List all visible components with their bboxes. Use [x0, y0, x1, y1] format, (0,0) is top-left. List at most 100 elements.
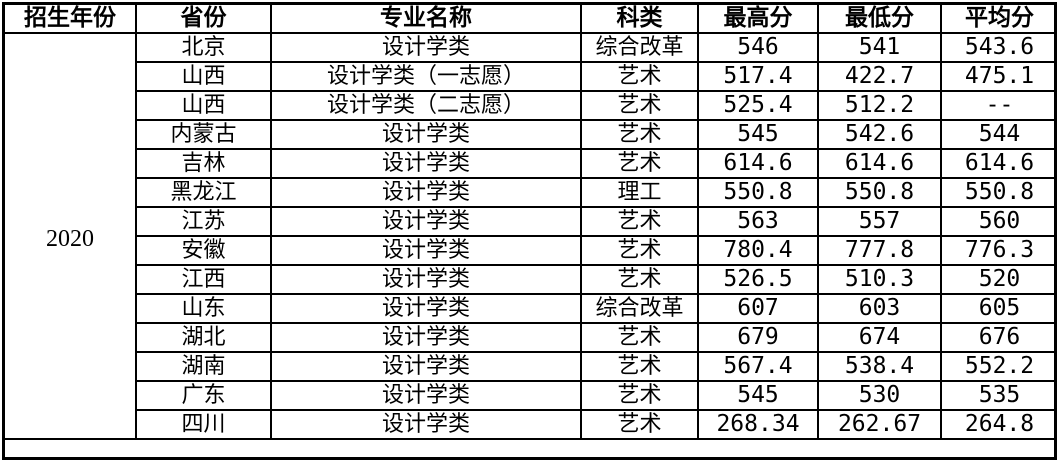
major-cell: 设计学类（二志愿） [270, 90, 582, 121]
max-score-cell: 550.8 [697, 177, 819, 208]
min-score-cell: 674 [817, 322, 942, 353]
avg-score-cell: 264.8 [940, 409, 1054, 440]
province-cell: 安徽 [135, 235, 272, 266]
max-score-cell: 517.4 [697, 61, 819, 92]
max-score-cell: 525.4 [697, 90, 819, 121]
max-score-cell: 567.4 [697, 351, 819, 382]
avg-score-cell: 676 [940, 322, 1054, 353]
table-row: 江西 设计学类 艺术 526.5 510.3 520 [5, 264, 1054, 295]
major-cell: 设计学类 [270, 351, 582, 382]
avg-score-cell: 544 [940, 119, 1054, 150]
table-row: 山西 设计学类（一志愿） 艺术 517.4 422.7 475.1 [5, 61, 1054, 92]
max-score-cell: 614.6 [697, 148, 819, 179]
category-cell: 艺术 [580, 351, 699, 382]
category-cell: 艺术 [580, 90, 699, 121]
major-cell: 设计学类 [270, 32, 582, 63]
max-score-cell: 563 [697, 206, 819, 237]
table-row: 山西 设计学类（二志愿） 艺术 525.4 512.2 -- [5, 90, 1054, 121]
province-cell: 江西 [135, 264, 272, 295]
province-cell: 山西 [135, 61, 272, 92]
header-max: 最高分 [697, 5, 819, 34]
header-major: 专业名称 [270, 5, 582, 34]
table-row: 湖北 设计学类 艺术 679 674 676 [5, 322, 1054, 353]
province-cell: 山东 [135, 293, 272, 324]
major-cell: 设计学类 [270, 148, 582, 179]
avg-score-cell: 550.8 [940, 177, 1054, 208]
province-cell: 广东 [135, 380, 272, 411]
category-cell: 艺术 [580, 119, 699, 150]
avg-score-cell: 605 [940, 293, 1054, 324]
major-cell: 设计学类 [270, 264, 582, 295]
max-score-cell: 546 [697, 32, 819, 63]
avg-score-cell: 543.6 [940, 32, 1054, 63]
min-score-cell: 512.2 [817, 90, 942, 121]
major-cell: 设计学类 [270, 235, 582, 266]
major-cell: 设计学类 [270, 177, 582, 208]
category-cell: 综合改革 [580, 293, 699, 324]
avg-score-cell: 614.6 [940, 148, 1054, 179]
major-cell: 设计学类 [270, 380, 582, 411]
max-score-cell: 526.5 [697, 264, 819, 295]
province-cell: 吉林 [135, 148, 272, 179]
table-row: 山东 设计学类 综合改革 607 603 605 [5, 293, 1054, 324]
table-row: 黑龙江 设计学类 理工 550.8 550.8 550.8 [5, 177, 1054, 208]
max-score-cell: 268.34 [697, 409, 819, 440]
province-cell: 黑龙江 [135, 177, 272, 208]
min-score-cell: 510.3 [817, 264, 942, 295]
table-row: 安徽 设计学类 艺术 780.4 777.8 776.3 [5, 235, 1054, 266]
min-score-cell: 538.4 [817, 351, 942, 382]
province-cell: 四川 [135, 409, 272, 440]
header-avg: 平均分 [940, 5, 1054, 34]
province-cell: 山西 [135, 90, 272, 121]
header-category: 科类 [580, 5, 699, 34]
header-min: 最低分 [817, 5, 942, 34]
max-score-cell: 607 [697, 293, 819, 324]
min-score-cell: 777.8 [817, 235, 942, 266]
category-cell: 艺术 [580, 380, 699, 411]
major-cell: 设计学类 [270, 293, 582, 324]
category-cell: 理工 [580, 177, 699, 208]
province-cell: 江苏 [135, 206, 272, 237]
category-cell: 艺术 [580, 409, 699, 440]
min-score-cell: 530 [817, 380, 942, 411]
category-cell: 艺术 [580, 322, 699, 353]
avg-score-cell: 535 [940, 380, 1054, 411]
table-row: 四川 设计学类 艺术 268.34 262.67 264.8 [5, 409, 1054, 440]
category-cell: 艺术 [580, 148, 699, 179]
year-cell: 2020 [5, 32, 137, 440]
category-cell: 综合改革 [580, 32, 699, 63]
avg-score-cell: 560 [940, 206, 1054, 237]
category-cell: 艺术 [580, 206, 699, 237]
min-score-cell: 542.6 [817, 119, 942, 150]
min-score-cell: 422.7 [817, 61, 942, 92]
header-row: 招生年份 省份 专业名称 科类 最高分 最低分 平均分 [5, 5, 1054, 34]
table-row: 湖南 设计学类 艺术 567.4 538.4 552.2 [5, 351, 1054, 382]
table-row: 内蒙古 设计学类 艺术 545 542.6 544 [5, 119, 1054, 150]
min-score-cell: 541 [817, 32, 942, 63]
avg-score-cell: 475.1 [940, 61, 1054, 92]
min-score-cell: 550.8 [817, 177, 942, 208]
avg-score-cell: 552.2 [940, 351, 1054, 382]
header-province: 省份 [135, 5, 272, 34]
min-score-cell: 603 [817, 293, 942, 324]
max-score-cell: 679 [697, 322, 819, 353]
max-score-cell: 780.4 [697, 235, 819, 266]
table-row: 吉林 设计学类 艺术 614.6 614.6 614.6 [5, 148, 1054, 179]
table-row: 江苏 设计学类 艺术 563 557 560 [5, 206, 1054, 237]
table-row: 广东 设计学类 艺术 545 530 535 [5, 380, 1054, 411]
major-cell: 设计学类 [270, 206, 582, 237]
province-cell: 湖南 [135, 351, 272, 382]
category-cell: 艺术 [580, 61, 699, 92]
category-cell: 艺术 [580, 235, 699, 266]
avg-score-cell: 776.3 [940, 235, 1054, 266]
province-cell: 北京 [135, 32, 272, 63]
header-year: 招生年份 [5, 5, 137, 34]
table-row: 2020 北京 设计学类 综合改革 546 541 543.6 [5, 32, 1054, 440]
category-cell: 艺术 [580, 264, 699, 295]
province-cell: 内蒙古 [135, 119, 272, 150]
major-cell: 设计学类 [270, 119, 582, 150]
admission-score-table: 招生年份 省份 专业名称 科类 最高分 最低分 平均分 2020 北京 设计学类 综合… [5, 5, 1054, 440]
province-cell: 湖北 [135, 322, 272, 353]
min-score-cell: 262.67 [817, 409, 942, 440]
max-score-cell: 545 [697, 119, 819, 150]
